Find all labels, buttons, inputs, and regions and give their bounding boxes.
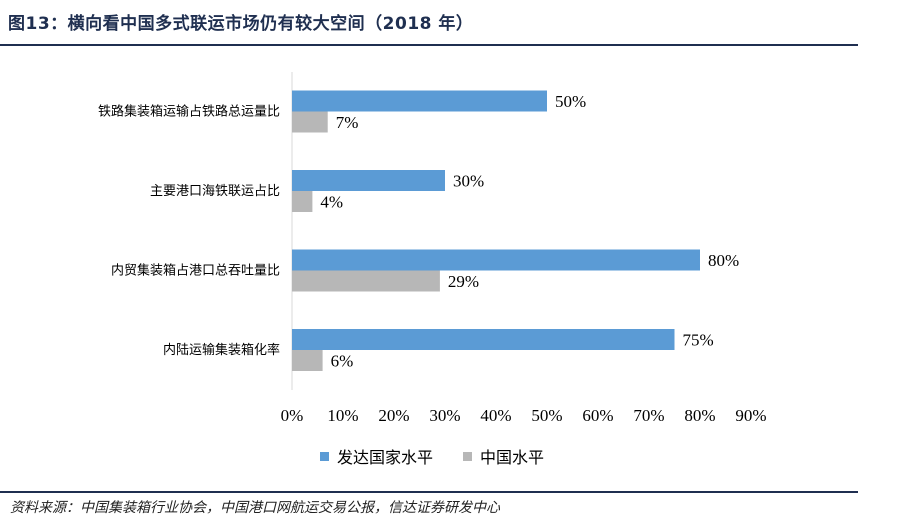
x-tick-label: 0% [281,406,304,425]
data-label: 75% [683,331,714,350]
data-label: 6% [331,352,354,371]
bar-china [292,350,323,371]
category-label: 内陆运输集装箱化率 [163,342,280,358]
x-tick-label: 70% [633,406,664,425]
data-label: 50% [555,92,586,111]
x-tick-label: 20% [378,406,409,425]
bar-chart: 铁路集装箱运输占铁路总运量比 50% 7% 主要港口海铁联运占比 30% 4% 内贸集装箱占… [98,72,767,425]
data-label: 30% [453,172,484,191]
data-label: 4% [320,193,343,212]
bottom-rule [0,491,858,493]
legend-swatch-developed [320,451,329,461]
top-rule [0,44,858,46]
bar-developed [292,249,700,271]
legend-label-china: 中国水平 [480,448,545,467]
x-tick-label: 60% [582,406,613,425]
data-label: 7% [336,113,359,132]
bar-china [292,191,313,212]
source-note: 资料来源：中国集装箱行业协会，中国港口网航运交易公报，信达证券研发中心 [10,500,500,516]
x-tick-label: 30% [429,406,460,425]
data-label: 29% [448,272,479,291]
bar-china [292,270,440,292]
bar-developed [292,90,547,112]
legend-item-china: 中国水平 [463,444,544,468]
bar-developed [292,170,445,191]
x-tick-label: 80% [684,406,715,425]
x-tick-label: 50% [531,406,562,425]
x-tick-label: 40% [480,406,511,425]
x-tick-label: 90% [735,406,766,425]
legend-label-developed: 发达国家水平 [337,448,434,467]
data-label: 80% [708,251,739,270]
legend-swatch-china [463,451,473,461]
category-label: 内贸集装箱占港口总吞吐量比 [111,263,280,279]
legend-item-developed: 发达国家水平 [320,444,433,468]
bar-china [292,111,328,133]
category-label: 铁路集装箱运输占铁路总运量比 [98,104,280,120]
x-tick-label: 10% [327,406,358,425]
legend: 发达国家水平 中国水平 [320,444,574,468]
bar-developed [292,329,675,350]
category-label: 主要港口海铁联运占比 [150,184,280,199]
figure-title: 图13：横向看中国多式联运市场仍有较大空间（2018 年） [8,14,474,34]
